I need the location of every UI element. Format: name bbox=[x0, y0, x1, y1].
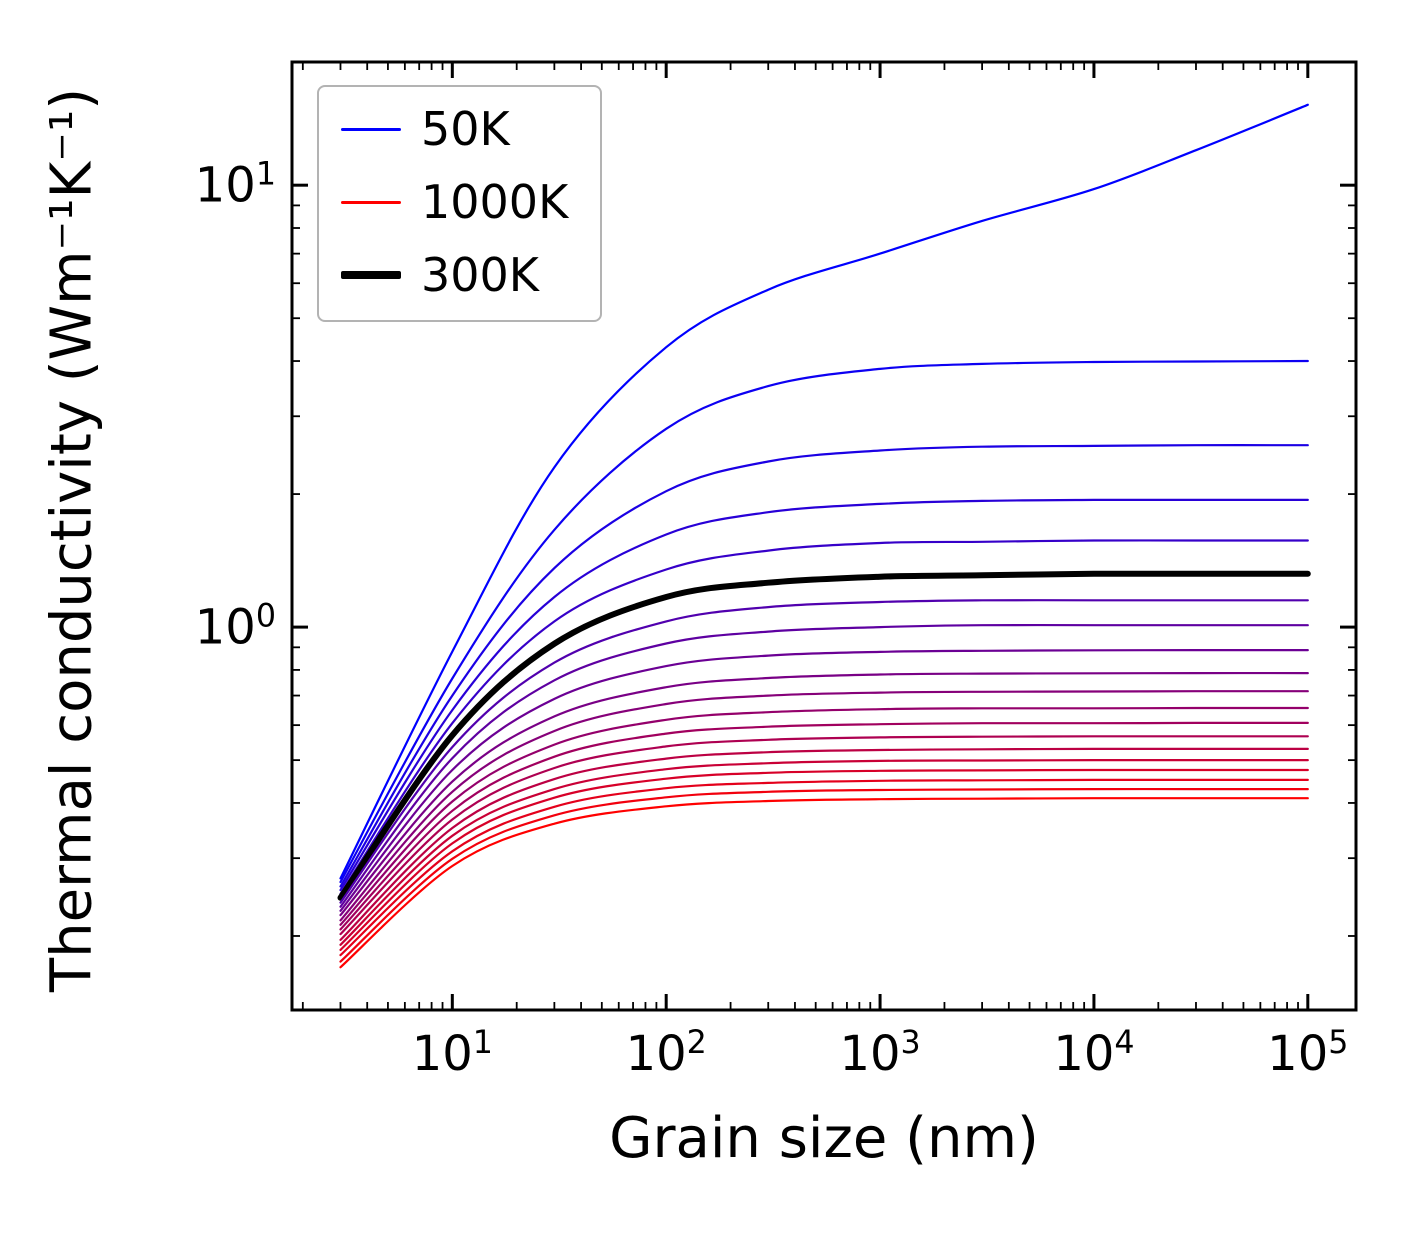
curve-750K bbox=[339, 747, 1309, 941]
y-tick-label-10e1: 101 bbox=[194, 156, 276, 214]
curve-550K bbox=[339, 690, 1309, 922]
curve-50K bbox=[339, 103, 1309, 880]
x-axis-label: Grain size (nm) bbox=[609, 1106, 1039, 1171]
curve-1000K bbox=[339, 797, 1309, 969]
legend-entry-300K: 300K bbox=[341, 247, 568, 302]
x-tick-label-10e1: 101 bbox=[411, 1025, 493, 1082]
curve-850K bbox=[339, 768, 1309, 951]
curve-600K bbox=[339, 706, 1309, 926]
legend-label: 1000K bbox=[421, 174, 569, 229]
curve-300K bbox=[337, 570, 1311, 901]
legend-label: 300K bbox=[421, 247, 539, 302]
curve-450K bbox=[339, 648, 1309, 912]
legend-entry-50K: 50K bbox=[341, 103, 568, 156]
curve-250K bbox=[339, 539, 1309, 895]
legend: 50K 1000K 300K bbox=[317, 85, 603, 322]
curve-150K bbox=[339, 444, 1309, 888]
curve-350K bbox=[339, 599, 1309, 904]
curve-500K bbox=[339, 671, 1309, 917]
y-axis-label: Thermal conductivity (Wm⁻¹K⁻¹) bbox=[39, 87, 105, 993]
legend-label: 50K bbox=[421, 102, 510, 156]
curve-700K bbox=[339, 735, 1309, 936]
curve-100K bbox=[339, 359, 1309, 884]
legend-line-sample bbox=[341, 271, 401, 280]
curve-800K bbox=[339, 758, 1309, 946]
curve-200K bbox=[339, 498, 1309, 892]
x-tick-label-10e4: 104 bbox=[1053, 1025, 1135, 1082]
plot-border bbox=[290, 60, 1358, 1012]
curve-650K bbox=[339, 721, 1309, 931]
legend-line-sample bbox=[341, 127, 401, 131]
x-tick-label-10e3: 103 bbox=[839, 1025, 921, 1082]
curve-900K bbox=[339, 778, 1309, 957]
curve-950K bbox=[339, 787, 1309, 963]
y-tick-label-10e0: 100 bbox=[194, 598, 276, 656]
legend-entry-1000K: 1000K bbox=[341, 174, 569, 229]
x-tick-label-10e2: 102 bbox=[625, 1025, 707, 1082]
curves bbox=[337, 103, 1311, 969]
x-tick-label-10e5: 105 bbox=[1267, 1025, 1349, 1082]
legend-line-sample bbox=[341, 200, 401, 204]
curve-400K bbox=[339, 623, 1309, 908]
